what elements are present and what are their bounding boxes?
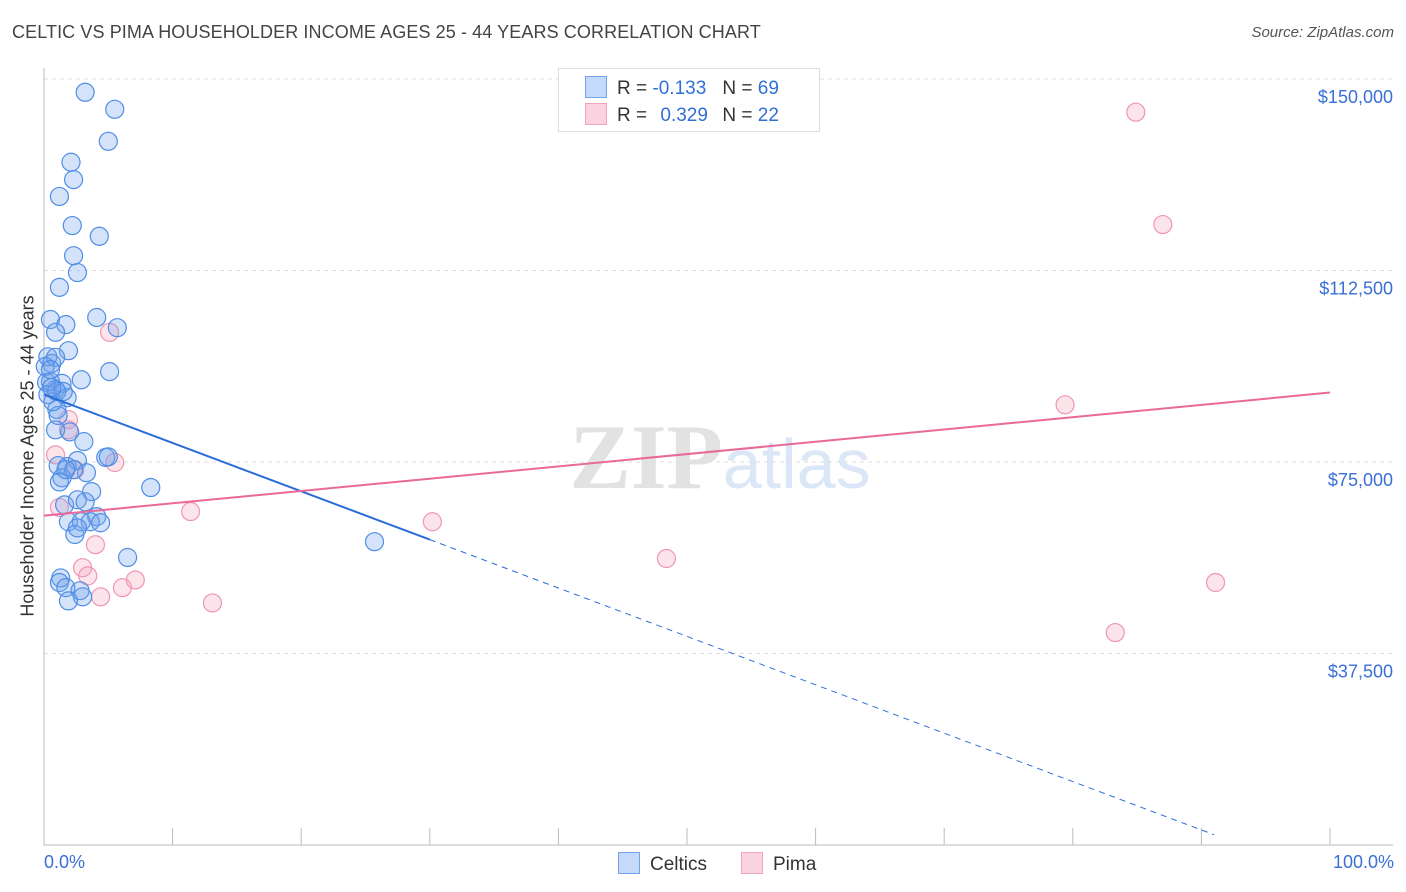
pima-point	[202, 593, 223, 613]
stats-legend: R = -0.133 N = 69 R = 0.329 N = 22	[558, 68, 820, 132]
pima-point	[112, 578, 133, 598]
celtics-point	[49, 186, 70, 207]
celtics-point	[53, 381, 73, 402]
y-tick-label: $150,000	[1318, 87, 1393, 107]
celtics-point	[45, 420, 66, 440]
celtics-point	[71, 370, 91, 390]
celtics-point	[58, 591, 79, 611]
pima-point	[422, 512, 442, 532]
pima-point	[181, 501, 201, 522]
celtics-point	[49, 572, 70, 593]
celtics-point	[45, 322, 66, 342]
legend-celtics: Celtics	[618, 852, 707, 876]
pima-point	[656, 548, 677, 569]
celtics-point	[89, 226, 109, 246]
celtics-point	[72, 587, 93, 607]
x-tick-min: 0.0%	[44, 852, 86, 872]
celtics-point	[49, 277, 70, 297]
celtics-point	[107, 318, 127, 338]
celtics-point	[56, 315, 76, 335]
celtics-point	[40, 309, 61, 330]
celtics-label: Celtics	[650, 854, 708, 875]
pima-swatch	[585, 103, 607, 125]
y-tick-label: $112,500	[1319, 279, 1393, 299]
celtics-point	[40, 359, 61, 380]
pima-trendline	[43, 391, 1331, 517]
pima-label: Pima	[773, 854, 817, 875]
celtics-point	[75, 492, 95, 512]
celtics-point	[62, 215, 82, 236]
celtics-point	[67, 518, 88, 538]
legend-row-pima: R = 0.329 N = 22	[585, 103, 779, 127]
chart-title: CELTIC VS PIMA HOUSEHOLDER INCOME AGES 2…	[12, 22, 761, 42]
n-label: N =	[722, 105, 753, 126]
celtics-point	[105, 99, 125, 119]
watermark: ZIPatlas	[569, 406, 870, 508]
celtics-point	[49, 472, 70, 492]
pima-point	[85, 535, 106, 555]
pima-point	[1055, 395, 1075, 415]
celtics-point	[90, 513, 111, 533]
source-label: Source: ZipAtlas.com	[1251, 24, 1394, 41]
celtics-point	[74, 431, 94, 452]
celtics-point	[87, 307, 107, 328]
pima-r-value: 0.329	[660, 105, 708, 126]
celtics-point	[56, 460, 76, 480]
pima-point	[1105, 622, 1125, 643]
celtics-point	[98, 131, 118, 151]
celtics-point	[141, 477, 161, 498]
celtics-swatch	[618, 852, 640, 874]
celtics-point	[42, 377, 62, 398]
pima-point	[49, 497, 70, 518]
x-tick-max: 100.0%	[1332, 852, 1394, 872]
pima-point	[1153, 214, 1173, 235]
celtics-point	[117, 547, 138, 568]
y-axis-label: Householder Income Ages 25 - 44 years	[17, 295, 38, 617]
celtics-swatch	[585, 76, 607, 98]
celtics-point	[364, 532, 385, 552]
celtics-n-value: 69	[757, 78, 779, 99]
legend-pima: Pima	[741, 852, 816, 876]
y-tick-label: $75,000	[1328, 470, 1393, 490]
celtics-r-value: -0.133	[652, 78, 707, 99]
celtics-point	[81, 482, 102, 502]
celtics-trendline-extension	[429, 539, 1215, 836]
celtics-point	[98, 447, 118, 467]
legend-row-celtics: R = -0.133 N = 69	[585, 76, 779, 100]
r-label: R =	[617, 78, 648, 99]
celtics-point	[61, 152, 81, 172]
celtics-point	[67, 490, 88, 510]
celtics-point	[63, 246, 84, 266]
pima-point	[1126, 102, 1146, 122]
celtics-point	[67, 262, 88, 283]
celtics-point	[63, 170, 84, 190]
pima-point	[90, 587, 111, 607]
pima-point	[78, 566, 98, 586]
celtics-point	[60, 422, 80, 442]
celtics-point	[75, 82, 95, 102]
pima-point	[1205, 572, 1226, 593]
pima-swatch	[741, 852, 763, 874]
r-label: R =	[617, 105, 648, 126]
y-tick-label: $37,500	[1328, 662, 1393, 682]
celtics-point	[99, 362, 120, 382]
celtics-trendline	[43, 393, 431, 541]
pima-n-value: 22	[757, 105, 779, 126]
celtics-point	[35, 356, 55, 377]
n-label: N =	[722, 78, 753, 99]
